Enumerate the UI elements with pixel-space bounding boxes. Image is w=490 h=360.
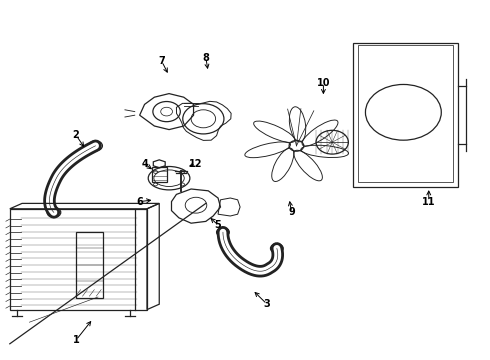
Text: 4: 4: [141, 159, 148, 169]
Text: 10: 10: [317, 78, 330, 88]
Bar: [152, 167, 167, 182]
Text: 7: 7: [158, 56, 165, 66]
Text: 2: 2: [73, 130, 79, 140]
Text: 5: 5: [215, 220, 221, 230]
Text: 9: 9: [288, 207, 295, 217]
Text: 8: 8: [202, 53, 209, 63]
Bar: [75, 232, 103, 297]
Text: 12: 12: [189, 159, 203, 169]
Bar: [358, 45, 453, 182]
Text: 11: 11: [422, 197, 436, 207]
Text: 6: 6: [136, 197, 143, 207]
Bar: [353, 43, 458, 187]
Text: 1: 1: [73, 335, 79, 345]
Text: 3: 3: [264, 299, 270, 309]
